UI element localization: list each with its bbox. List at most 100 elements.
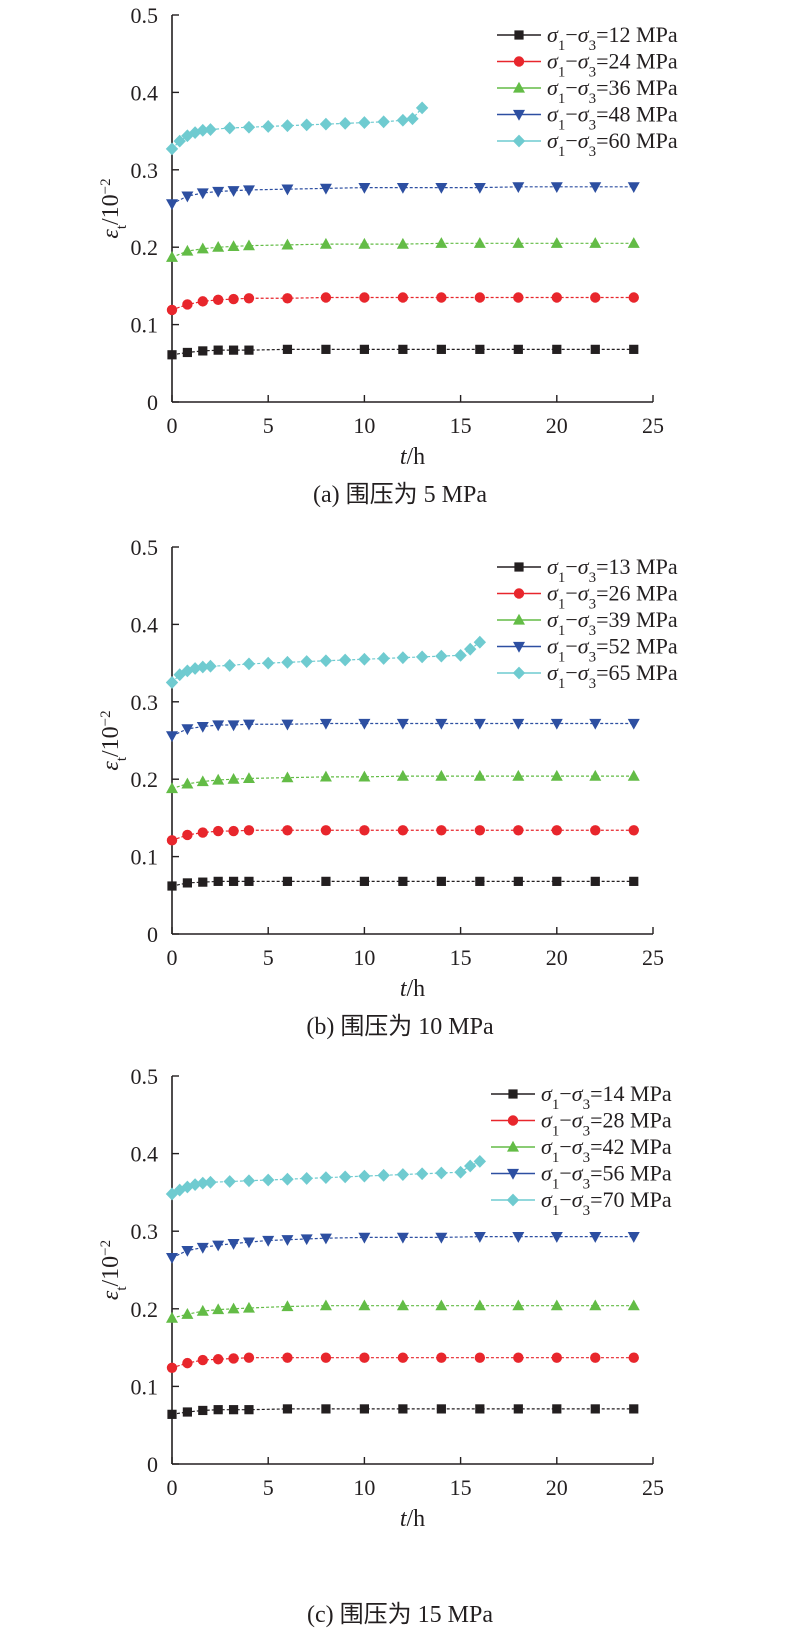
legend-item: σ1−σ3=13 MPa <box>497 554 678 586</box>
data-point <box>436 292 447 303</box>
data-point <box>243 1352 255 1363</box>
data-point <box>338 116 352 130</box>
x-tick-label: 15 <box>450 413 472 438</box>
data-point <box>204 659 217 673</box>
data-point <box>396 183 409 194</box>
data-point <box>212 1240 225 1252</box>
series-line <box>171 829 634 841</box>
data-point <box>629 344 639 354</box>
data-point <box>196 721 209 733</box>
legend-marker <box>513 613 525 625</box>
data-point <box>590 1404 600 1414</box>
y-tick-label: 0.3 <box>131 690 159 715</box>
data-point <box>473 635 487 649</box>
x-axis-label: t/h <box>400 1506 425 1532</box>
legend-label: σ1−σ3=13 MPa <box>547 554 678 586</box>
data-point <box>243 825 255 836</box>
data-point <box>338 1170 352 1184</box>
data-point <box>513 1404 523 1414</box>
series-line <box>171 242 634 258</box>
y-tick-label: 0.4 <box>131 80 159 105</box>
data-point <box>204 1175 217 1189</box>
data-point <box>227 240 240 252</box>
data-point <box>319 770 332 782</box>
legend-marker <box>512 134 526 148</box>
data-point <box>358 1299 371 1311</box>
data-point <box>213 345 223 355</box>
legend-marker <box>513 641 525 653</box>
data-point <box>212 1303 225 1315</box>
data-point <box>166 835 178 846</box>
y-tick-label: 0.2 <box>131 1297 159 1322</box>
data-point <box>242 1301 255 1313</box>
data-point <box>244 345 254 355</box>
data-point <box>358 237 371 249</box>
data-point <box>198 346 208 356</box>
data-point <box>196 1176 209 1190</box>
data-point <box>415 650 429 664</box>
legend-item: σ1−σ3=42 MPa <box>491 1134 672 1166</box>
data-point <box>454 648 467 662</box>
legend-label: σ1−σ3=26 MPa <box>547 581 678 613</box>
legend-label: σ1−σ3=65 MPa <box>547 660 678 692</box>
data-point <box>262 120 275 133</box>
data-point <box>182 1357 193 1369</box>
data-point <box>454 1165 467 1179</box>
data-point <box>300 1234 313 1246</box>
data-point <box>321 1404 331 1414</box>
data-point <box>167 1409 177 1419</box>
data-point <box>181 1180 194 1194</box>
data-point <box>212 825 224 837</box>
series-5 <box>165 635 487 689</box>
data-point <box>198 1405 208 1416</box>
data-point <box>473 718 486 730</box>
data-point <box>377 652 390 665</box>
legend-marker <box>512 666 526 680</box>
data-point <box>436 344 446 354</box>
data-point <box>173 134 186 148</box>
chart-c: 0 0.1 0.2 0.3 0.4 0.5 0 5 10 15 20 25 t/h εt/10−2 σ1−σ… <box>98 1064 672 1532</box>
legend-label: σ1−σ3=12 MPa <box>547 22 678 54</box>
data-point <box>397 1352 409 1363</box>
x-tick-label: 20 <box>546 1475 568 1500</box>
legend-item: σ1−σ3=65 MPa <box>497 660 678 692</box>
data-point <box>550 1232 563 1243</box>
legend-item: σ1−σ3=70 MPa <box>491 1187 672 1219</box>
data-point <box>182 1407 192 1417</box>
data-point <box>396 769 409 781</box>
legend-item: σ1−σ3=36 MPa <box>497 75 678 107</box>
data-point <box>396 1232 409 1244</box>
data-point <box>435 649 448 663</box>
data-point <box>358 1169 371 1183</box>
data-point <box>551 1352 562 1363</box>
data-point <box>513 1352 524 1363</box>
data-point <box>166 1311 178 1323</box>
data-point <box>358 116 371 129</box>
legend-marker <box>507 1168 519 1180</box>
y-axis-label: εt/10−2 <box>98 710 130 770</box>
x-tick-label: 0 <box>167 945 178 970</box>
x-axis-label: t/h <box>400 444 425 470</box>
data-point <box>197 827 208 838</box>
data-point <box>166 1252 178 1264</box>
data-point <box>167 350 177 360</box>
axes: 0 0.1 0.2 0.3 0.4 0.5 0 5 10 15 20 25 <box>131 1064 665 1500</box>
legend-label: σ1−σ3=28 MPa <box>541 1108 672 1140</box>
data-point <box>165 142 179 156</box>
data-point <box>474 825 486 836</box>
chart-panel-a: 0 0.1 0.2 0.3 0.4 0.5 0 5 10 15 20 25 t/h εt/10−2 σ1−σ… <box>0 0 800 540</box>
data-point <box>213 1405 223 1415</box>
data-point <box>551 292 562 303</box>
legend-label: σ1−σ3=36 MPa <box>547 75 678 107</box>
x-tick-label: 5 <box>263 945 274 970</box>
data-point <box>228 876 239 886</box>
data-point <box>590 292 601 303</box>
data-point <box>300 118 313 132</box>
legend-label: σ1−σ3=70 MPa <box>541 1187 672 1219</box>
data-point <box>212 241 225 252</box>
data-point <box>242 719 255 731</box>
data-point <box>358 652 371 666</box>
chart-panel-c: 0 0.1 0.2 0.3 0.4 0.5 0 5 10 15 20 25 t/h εt/10−2 σ1−σ… <box>0 1064 800 1628</box>
data-point <box>181 1246 194 1257</box>
